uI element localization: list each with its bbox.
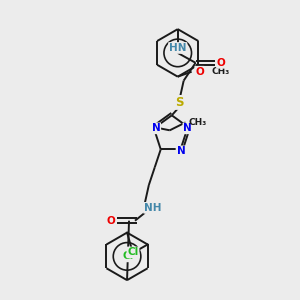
Text: Cl: Cl	[128, 248, 139, 257]
Text: Cl: Cl	[122, 251, 134, 261]
Text: N: N	[176, 146, 185, 156]
Text: O: O	[195, 67, 204, 77]
Text: HN: HN	[169, 43, 187, 53]
Text: NH: NH	[144, 203, 162, 213]
Text: CH₃: CH₃	[189, 118, 207, 127]
Text: CH₃: CH₃	[212, 67, 230, 76]
Text: N: N	[152, 123, 160, 133]
Text: N: N	[183, 123, 192, 133]
Text: O: O	[217, 58, 226, 68]
Text: S: S	[176, 96, 184, 109]
Text: O: O	[107, 216, 116, 226]
